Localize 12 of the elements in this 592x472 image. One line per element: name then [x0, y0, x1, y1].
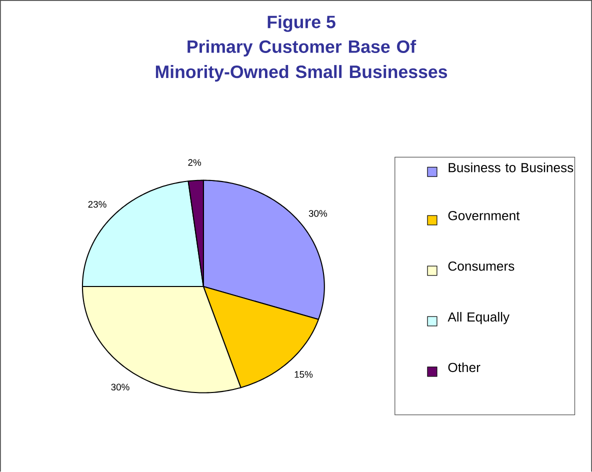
- data-label: 15%: [294, 371, 313, 378]
- legend-label: Business to Business: [448, 162, 574, 172]
- legend-label: Other: [448, 362, 480, 372]
- data-label: 2%: [188, 159, 202, 166]
- data-label: 30%: [111, 384, 130, 390]
- data-label: 30%: [308, 210, 328, 217]
- chart-title: Figure 5: [268, 15, 336, 32]
- data-label: 23%: [88, 200, 106, 208]
- legend-label: Government: [448, 210, 520, 220]
- legend-label: Consumers: [448, 261, 514, 271]
- chart-subtitle: Primary Customer Base Of Minority-Owned Small Businesses: [156, 40, 448, 82]
- legend-label: All Equally: [448, 312, 510, 324]
